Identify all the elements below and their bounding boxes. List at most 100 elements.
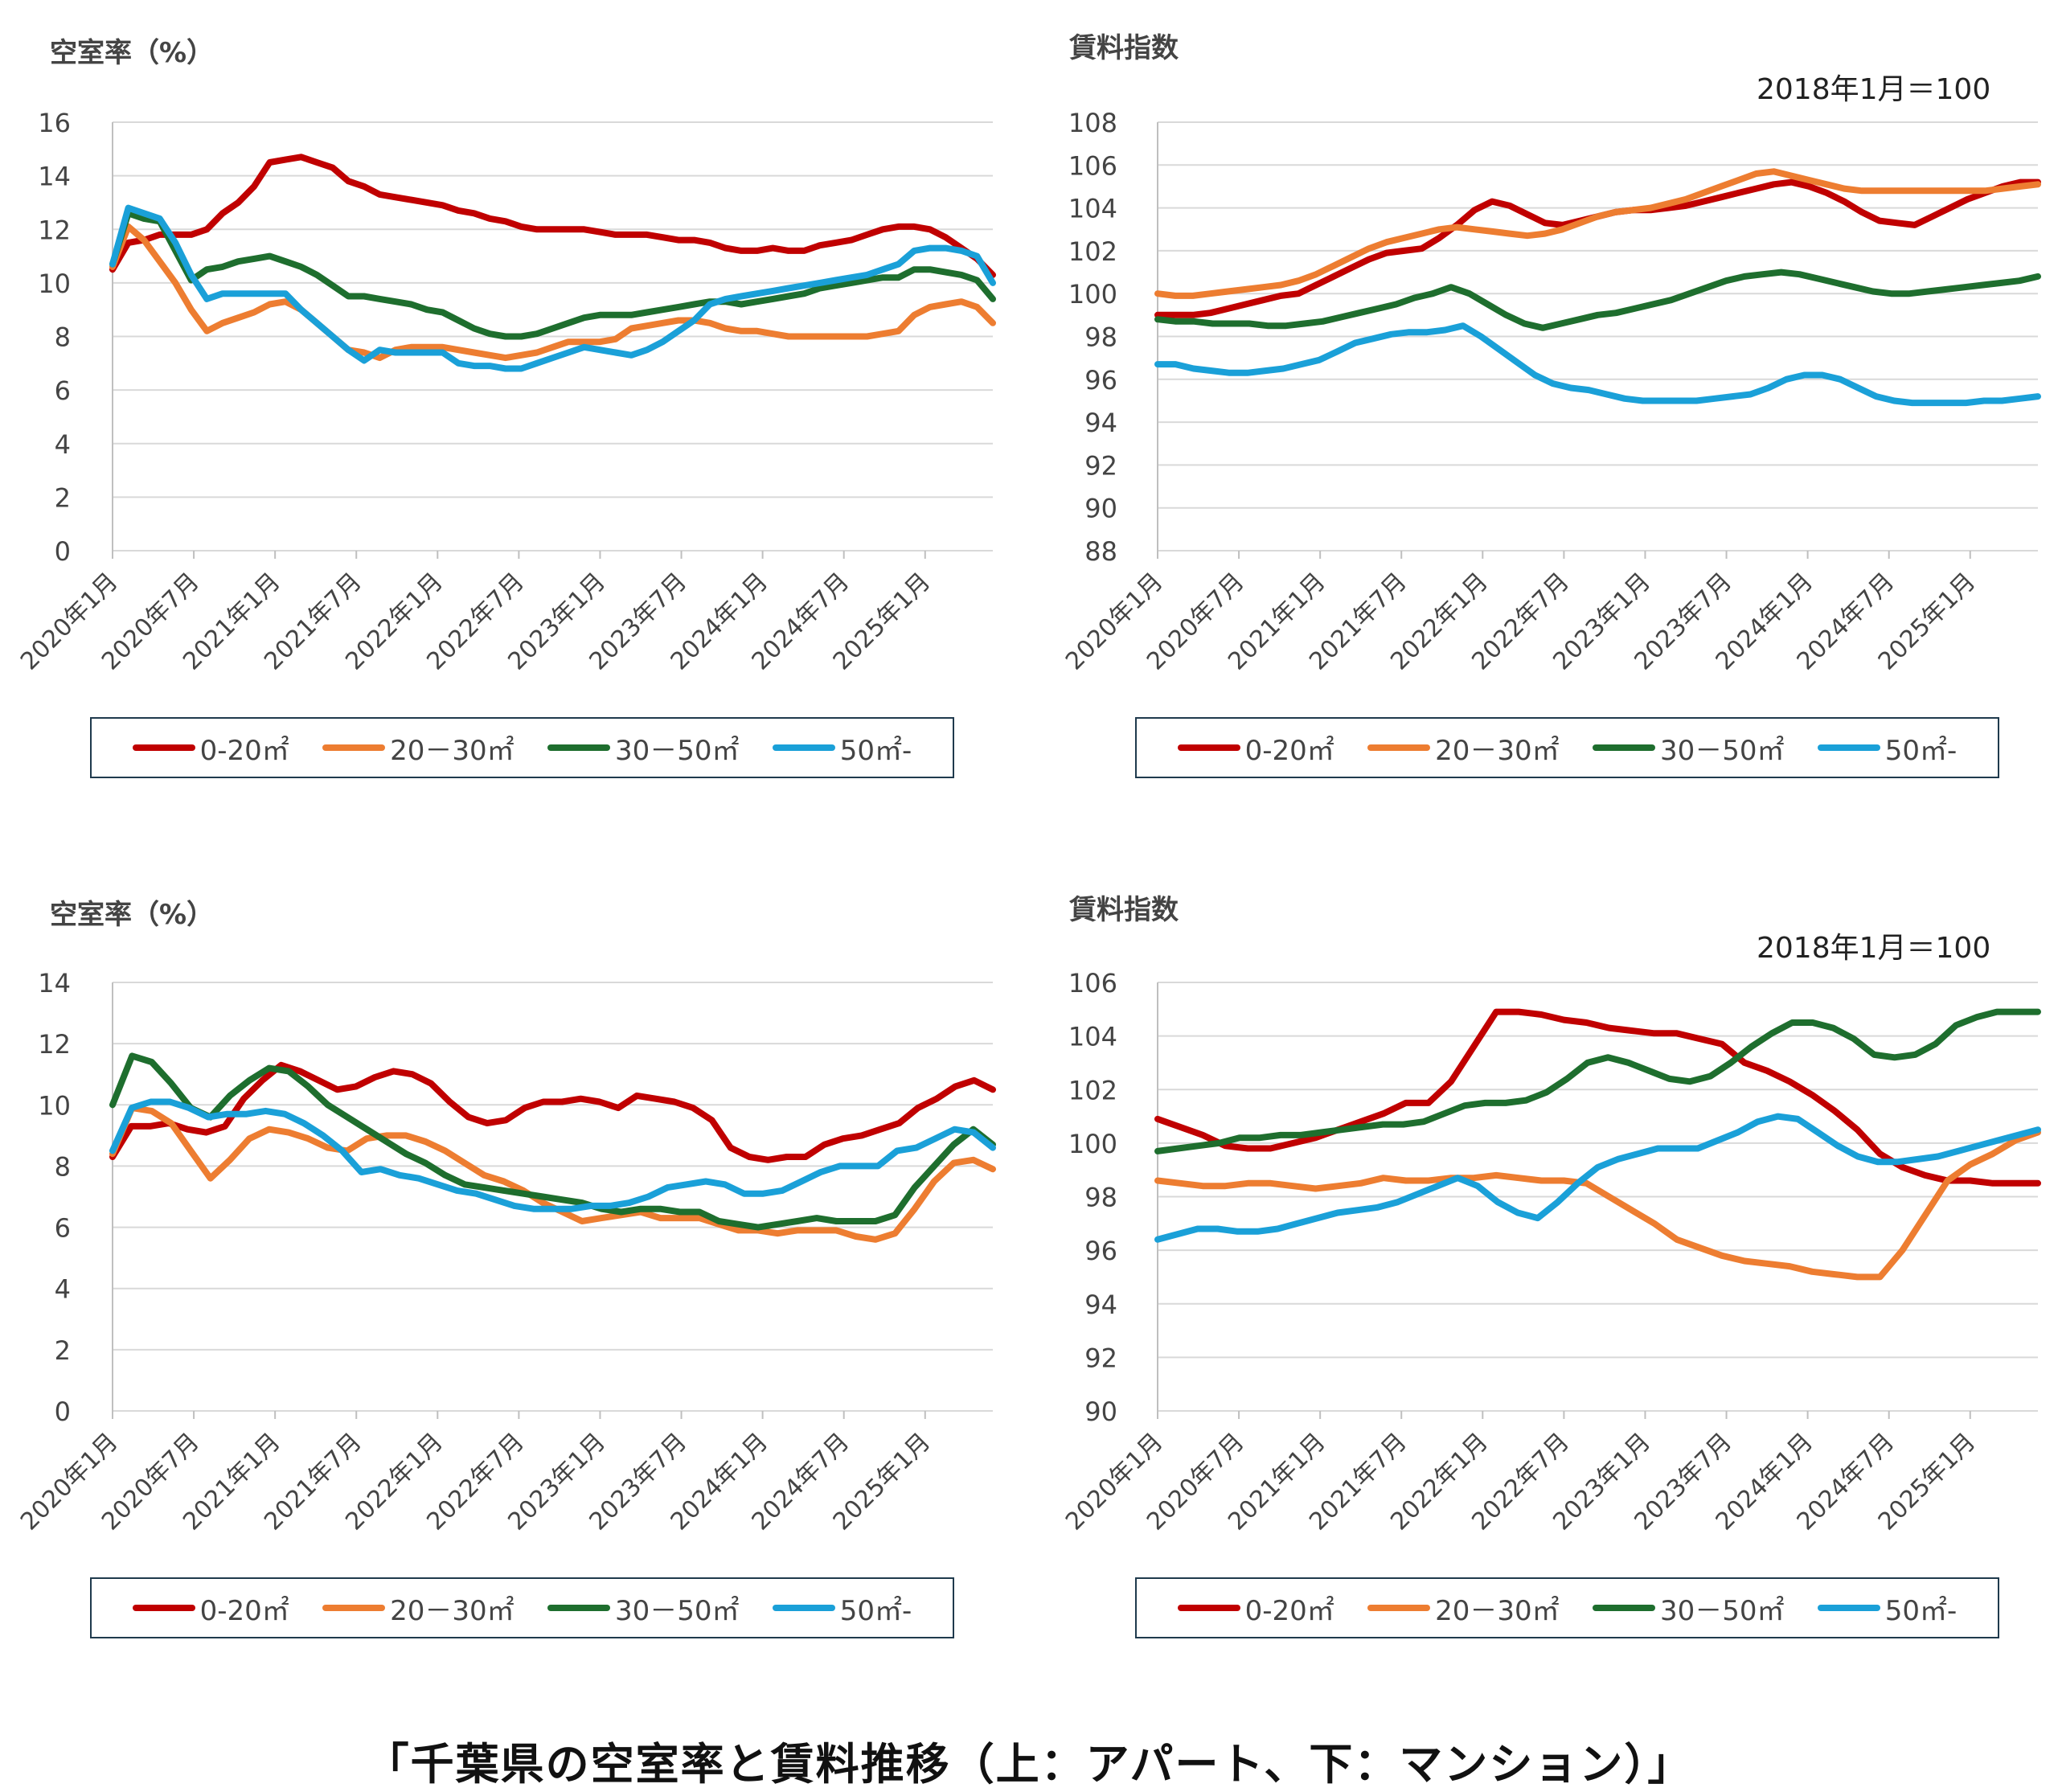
legend-label: 0-20㎡ [1244, 1594, 1334, 1627]
series-line-3 [1154, 322, 2041, 407]
legend-item: 0-20㎡ [1177, 1589, 1334, 1628]
legend-swatch [1817, 744, 1880, 751]
chart-title: 空室率（%） [50, 37, 215, 69]
chart-title: 賃料指数 [1069, 32, 1179, 64]
y-tick-label: 90 [1084, 494, 1117, 524]
chart-title: 空室率（%） [50, 899, 215, 931]
series-line-2 [1154, 1008, 2041, 1154]
legend-swatch [1367, 744, 1431, 751]
legend-swatch [1177, 744, 1240, 751]
series-line-3 [109, 1098, 996, 1212]
y-tick-label: 100 [1068, 279, 1117, 310]
chart-panel-apartment-rent: 賃料指数 2018年1月＝100 88 90 92 94 96 98 100 102 104 10… [1029, 0, 2058, 804]
series-line-1 [1154, 168, 2041, 299]
legend-item: 50㎡- [772, 1589, 912, 1628]
series-line-3 [109, 204, 996, 372]
legend-label: 0-20㎡ [199, 734, 289, 767]
series-line-2 [1154, 269, 2041, 331]
y-tick-label: 106 [1068, 968, 1117, 999]
y-tick-label: 98 [1084, 322, 1117, 353]
y-tick-label: 98 [1084, 1183, 1117, 1213]
legend-item: 30－50㎡ [1592, 1589, 1785, 1628]
y-tick-label: 8 [55, 322, 71, 353]
legend-label: 50㎡- [1884, 1594, 1958, 1627]
series-line-3 [1154, 1113, 2041, 1243]
legend-swatch [547, 744, 610, 751]
legend-item: 20－30㎡ [322, 1589, 514, 1628]
y-tick-label: 12 [38, 1029, 71, 1060]
legend-item: 50㎡- [1817, 1589, 1958, 1628]
legend-label: 20－30㎡ [390, 734, 514, 767]
series-line-1 [109, 223, 996, 362]
series-line-2 [109, 1052, 996, 1231]
chart-panel-mansion-rent: 賃料指数 2018年1月＝100 90 92 94 96 98 100 102 104 106 2… [1029, 860, 2058, 1664]
y-tick-label: 104 [1068, 1022, 1117, 1052]
chart-legend: 0-20㎡ 20－30㎡ 30－50㎡ 50㎡- [90, 717, 954, 778]
legend-item: 0-20㎡ [1177, 728, 1334, 768]
y-tick-label: 14 [38, 162, 71, 192]
y-tick-label: 0 [55, 536, 71, 567]
legend-label: 50㎡- [839, 734, 912, 767]
y-tick-label: 6 [55, 1213, 71, 1244]
legend-swatch [547, 1605, 610, 1611]
chart-legend: 0-20㎡ 20－30㎡ 30－50㎡ 50㎡- [1135, 717, 1999, 778]
legend-swatch [1177, 1605, 1240, 1611]
y-tick-label: 2 [55, 1335, 71, 1366]
legend-label: 30－50㎡ [614, 1594, 740, 1627]
legend-label: 30－50㎡ [614, 734, 740, 767]
series-line-0 [109, 154, 996, 278]
legend-item: 30－50㎡ [1592, 728, 1785, 768]
y-tick-label: 10 [38, 269, 71, 299]
base-note: 2018年1月＝100 [1757, 932, 1991, 965]
legend-item: 50㎡- [1817, 728, 1957, 768]
y-tick-label: 16 [38, 108, 71, 138]
legend-swatch [132, 744, 195, 751]
chart-title: 賃料指数 [1069, 894, 1179, 926]
legend-swatch [772, 744, 835, 751]
y-tick-label: 104 [1068, 194, 1117, 224]
y-tick-label: 102 [1068, 1075, 1117, 1105]
series-line-2 [109, 210, 996, 340]
legend-label: 30－50㎡ [1659, 734, 1785, 767]
legend-label: 20－30㎡ [1435, 734, 1560, 767]
legend-swatch [1592, 1605, 1655, 1611]
chart-legend: 0-20㎡ 20－30㎡ 30－50㎡ 50㎡- [90, 1577, 954, 1638]
chart-svg: 8890929496981001021041061082020年1月2020年7… [1060, 108, 2041, 676]
y-tick-label: 96 [1084, 365, 1117, 396]
base-note: 2018年1月＝100 [1757, 73, 1991, 106]
series-line-1 [1154, 1129, 2041, 1281]
legend-item: 50㎡- [772, 728, 912, 768]
y-tick-label: 4 [55, 1274, 71, 1305]
y-tick-label: 90 [1084, 1396, 1117, 1427]
y-tick-label: 6 [55, 375, 71, 406]
series-line-0 [109, 1061, 996, 1163]
legend-item: 20－30㎡ [1367, 1589, 1560, 1628]
y-tick-label: 0 [55, 1396, 71, 1427]
legend-item: 30－50㎡ [547, 728, 740, 768]
legend-item: 0-20㎡ [132, 1589, 289, 1628]
chart-svg: 90929496981001021041062020年1月2020年7月2021… [1060, 968, 2041, 1536]
legend-label: 30－50㎡ [1659, 1594, 1785, 1627]
chart-panel-apartment-vacancy: 空室率（%） 0 2 4 6 8 10 12 14 16 2020年1月 2020年7月 2021年1… [0, 0, 1029, 804]
legend-label: 0-20㎡ [199, 1594, 289, 1627]
chart-svg: 024681012142020年1月2020年7月2021年1月2021年7月2… [15, 968, 996, 1536]
legend-swatch [322, 1605, 386, 1611]
y-tick-label: 12 [38, 215, 71, 245]
y-tick-label: 14 [38, 968, 71, 999]
legend-item: 20－30㎡ [322, 728, 514, 768]
y-tick-label: 8 [55, 1151, 71, 1182]
legend-label: 20－30㎡ [390, 1594, 514, 1627]
legend-item: 20－30㎡ [1367, 728, 1560, 768]
y-tick-label: 96 [1084, 1236, 1117, 1266]
chart-panel-mansion-vacancy: 空室率（%） 0 2 4 6 8 10 12 14 2020年1月 2020年7月 2021年1月 2… [0, 860, 1029, 1664]
y-tick-label: 100 [1068, 1129, 1117, 1159]
legend-item: 0-20㎡ [132, 728, 289, 768]
chart-legend: 0-20㎡ 20－30㎡ 30－50㎡ 50㎡- [1135, 1577, 1999, 1638]
y-tick-label: 94 [1084, 1290, 1117, 1320]
y-tick-label: 94 [1084, 408, 1117, 438]
legend-swatch [772, 1605, 835, 1611]
legend-item: 30－50㎡ [547, 1589, 740, 1628]
legend-swatch [132, 1605, 195, 1611]
y-tick-label: 102 [1068, 236, 1117, 267]
chart-svg: 02468101214162020年1月2020年7月2021年1月2021年7… [15, 108, 996, 676]
